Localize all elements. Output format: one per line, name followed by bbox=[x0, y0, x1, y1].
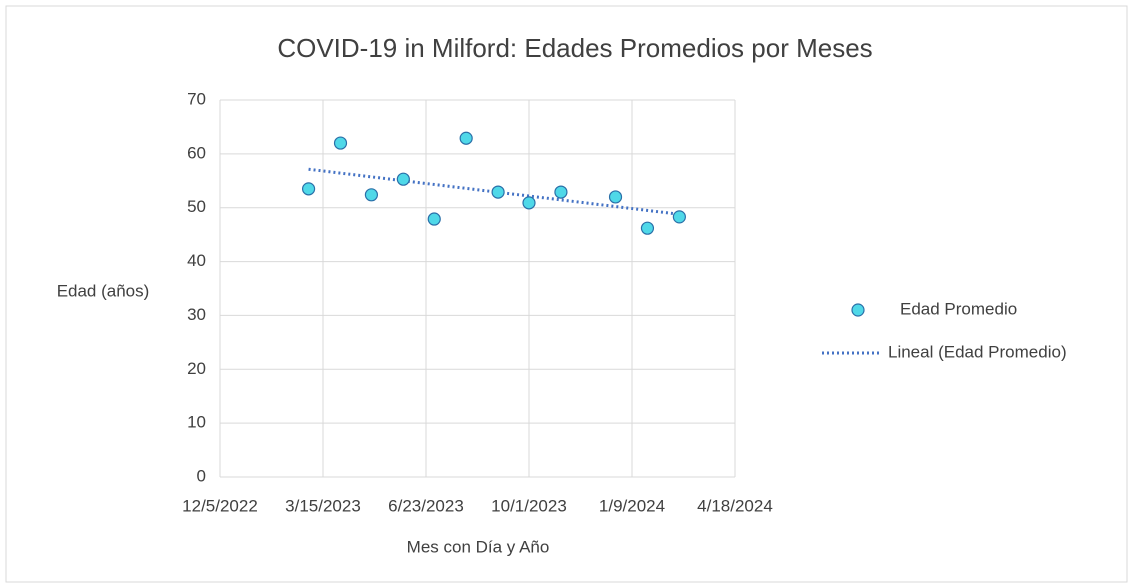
x-axis-label: Mes con Día y Año bbox=[407, 537, 550, 556]
scatter-point bbox=[427, 212, 441, 226]
scatter-point bbox=[364, 188, 379, 202]
x-tick-label: 3/15/2023 bbox=[285, 496, 361, 515]
scatter-point bbox=[640, 221, 655, 235]
scatter-point bbox=[301, 182, 316, 196]
scatter-point bbox=[459, 131, 473, 145]
scatter-point bbox=[672, 210, 686, 224]
y-tick-label: 40 bbox=[187, 251, 206, 270]
y-tick-label: 30 bbox=[187, 305, 206, 324]
chart-border bbox=[5, 5, 1128, 583]
y-tick-label: 0 bbox=[197, 466, 206, 485]
x-tick-label: 1/9/2024 bbox=[599, 496, 665, 515]
scatter-point bbox=[554, 185, 568, 199]
x-tick-label: 6/23/2023 bbox=[388, 496, 464, 515]
scatter-point bbox=[396, 172, 410, 186]
scatter-point bbox=[333, 136, 348, 150]
legend-label: Edad Promedio bbox=[900, 299, 1017, 318]
chart-title: COVID-19 in Milford: Edades Promedios po… bbox=[277, 33, 872, 63]
y-tick-label: 20 bbox=[187, 359, 206, 378]
y-axis-label: Edad (años) bbox=[57, 281, 150, 300]
x-tick-label: 12/5/2022 bbox=[182, 496, 258, 515]
x-tick-label: 10/1/2023 bbox=[491, 496, 567, 515]
legend-marker bbox=[851, 303, 865, 317]
legend-label: Lineal (Edad Promedio) bbox=[888, 342, 1067, 361]
scatter-point bbox=[522, 196, 536, 210]
scatter-point bbox=[608, 190, 623, 204]
scatter-point bbox=[491, 185, 505, 199]
y-tick-label: 10 bbox=[187, 413, 206, 432]
y-tick-label: 60 bbox=[187, 143, 206, 162]
x-tick-label: 4/18/2024 bbox=[697, 496, 773, 515]
y-tick-label: 70 bbox=[187, 89, 206, 108]
y-tick-label: 50 bbox=[187, 197, 206, 216]
